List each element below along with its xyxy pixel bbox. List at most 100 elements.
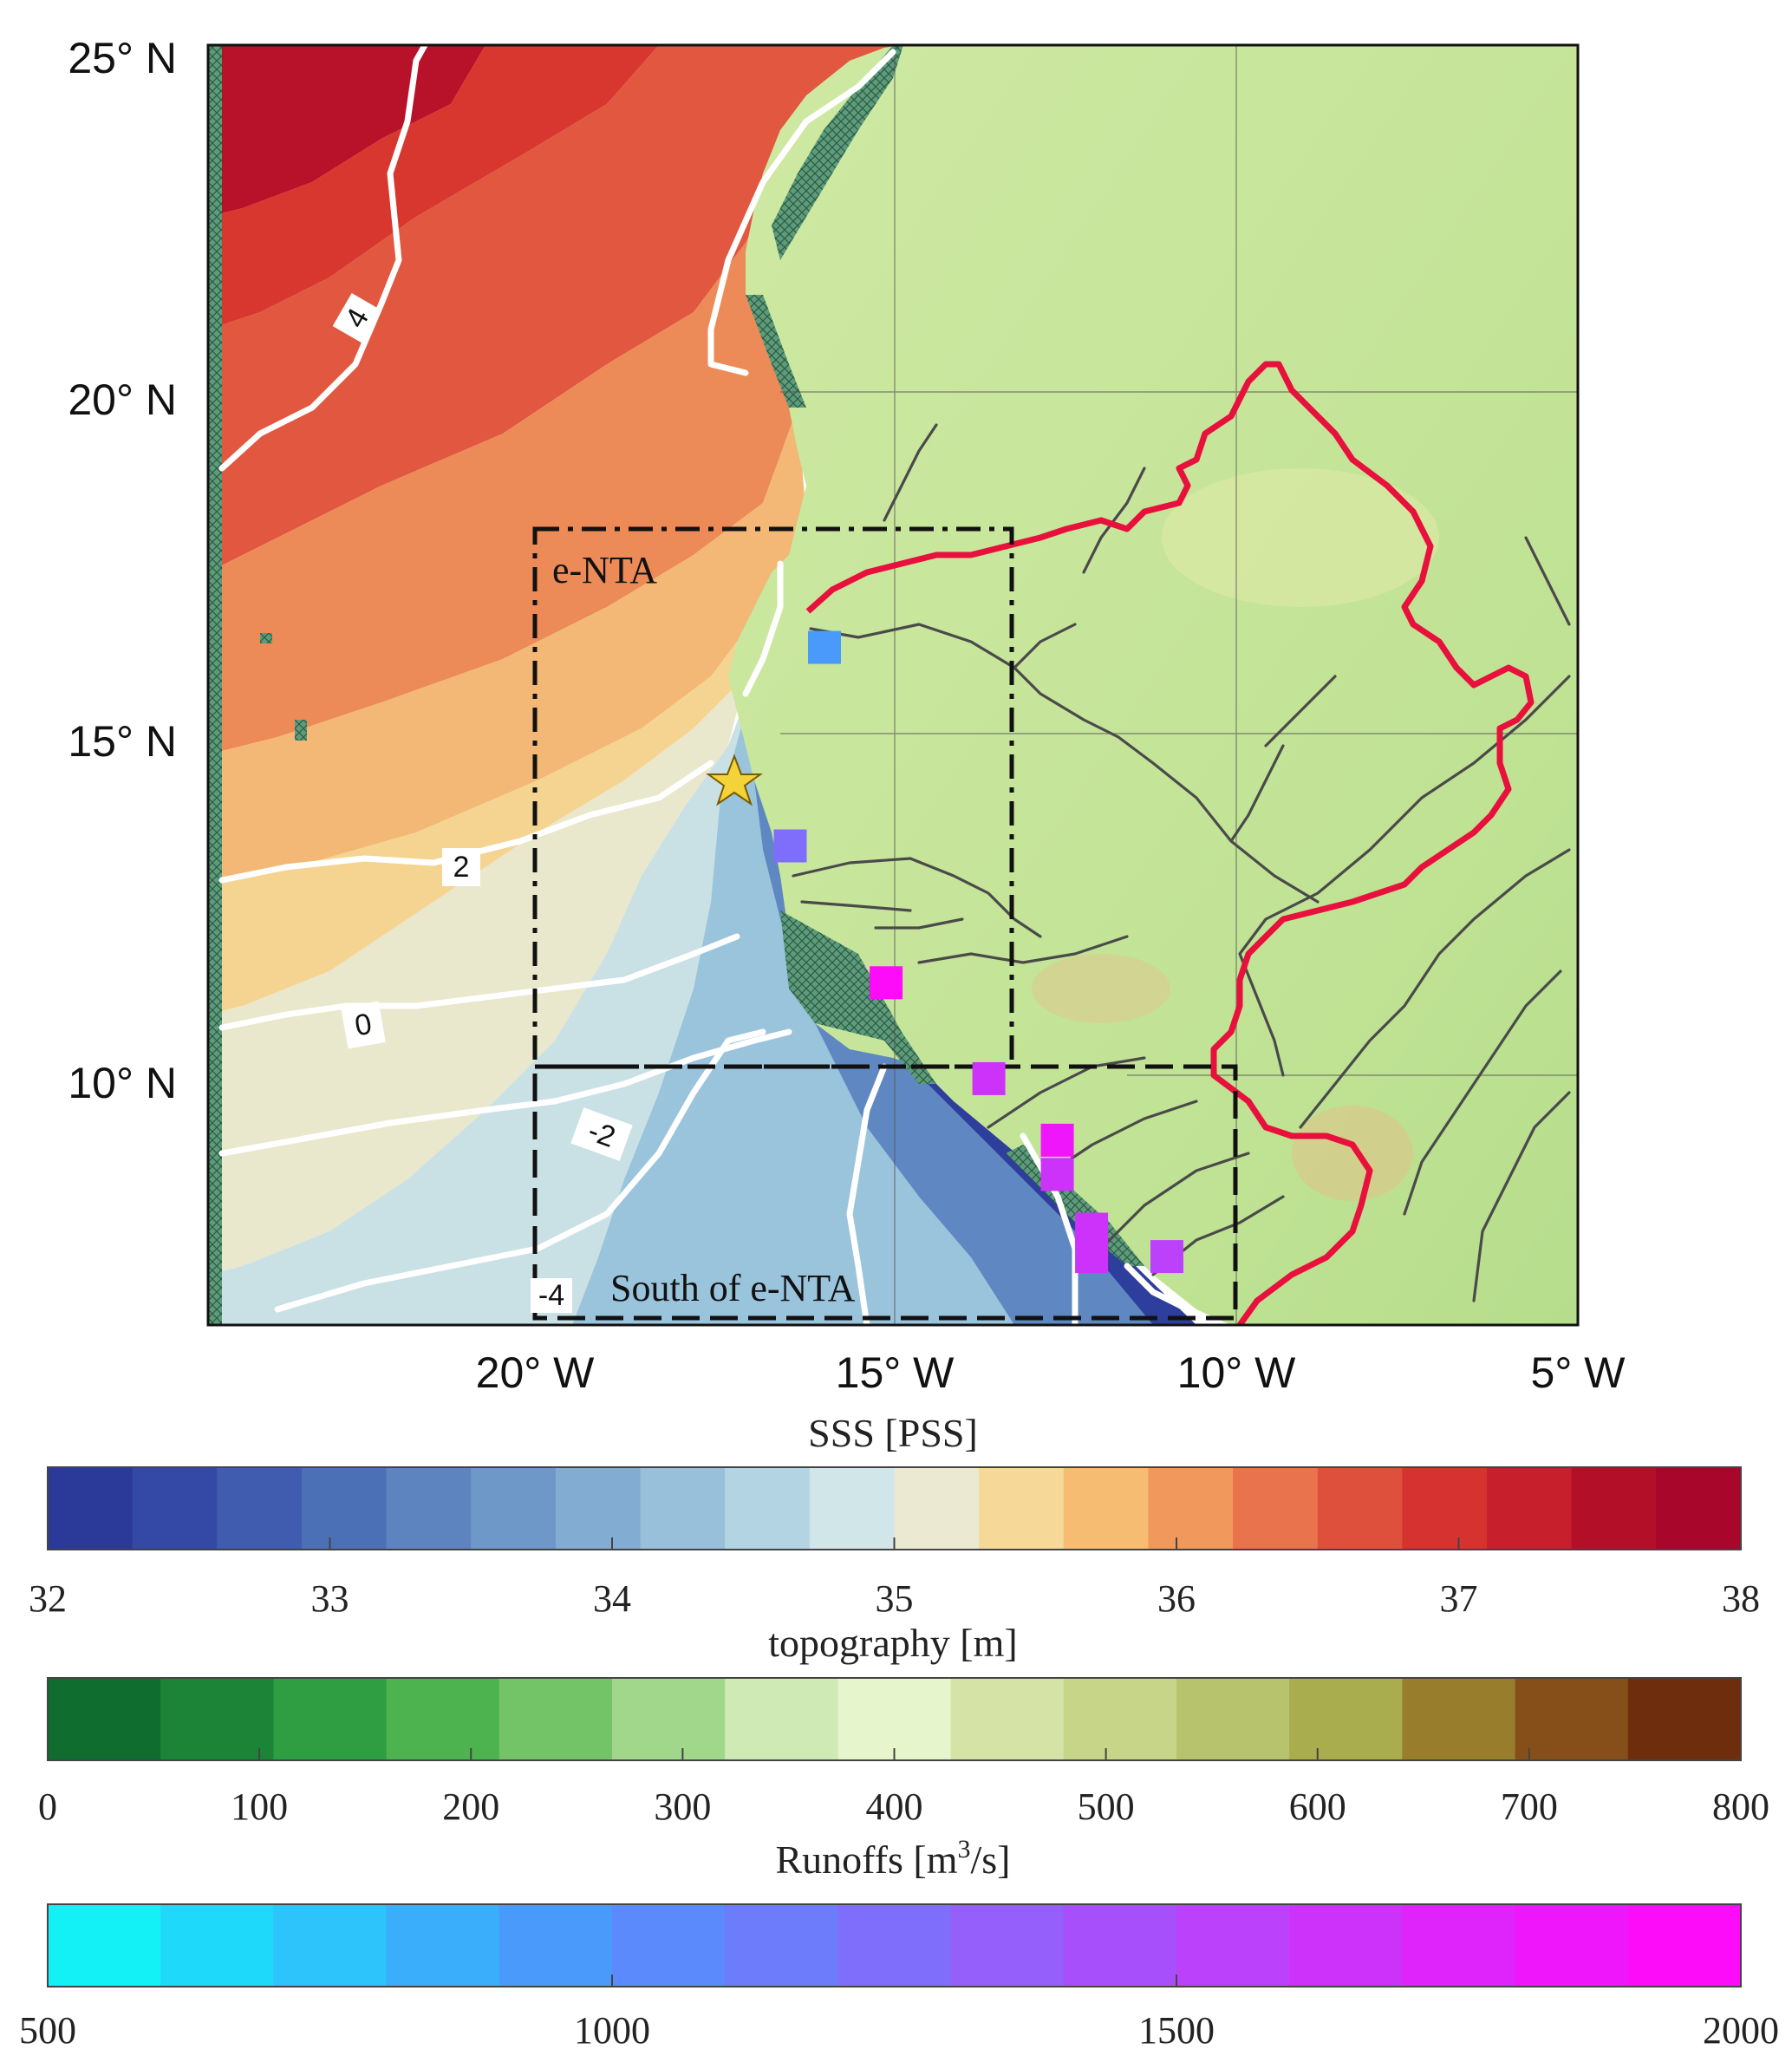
highland-shading: [1032, 468, 1439, 1201]
colorbar-runoffs-swatch: [1402, 1904, 1516, 1987]
colorbar-topography-tick-label: 0: [38, 1785, 57, 1828]
colorbar-sss-swatch: [979, 1467, 1065, 1550]
contour-coastal-south: [846, 1063, 888, 1325]
river-casamance: [800, 900, 912, 912]
lon-label-20w: 20° W: [476, 1348, 596, 1397]
colorbar-runoffs-tick-label: 500: [19, 2009, 76, 2052]
colorbar-topography-title: topography [m]: [768, 1621, 1017, 1665]
svg-text:2: 2: [453, 851, 470, 884]
colorbar-runoffs-ticks: 500 1000 1500 2000: [19, 1974, 1779, 2052]
colorbar-sss-swatch: [809, 1467, 896, 1550]
colorbar-runoffs-swatch: [950, 1904, 1065, 1987]
runoff-marker: [1040, 1123, 1074, 1157]
colorbar-topography-swatch: [1402, 1678, 1516, 1760]
river-coastal-5: [917, 935, 1129, 964]
river-tributary-a: [1299, 848, 1571, 1129]
runoff-marker: [1150, 1240, 1183, 1274]
colorbar-topography-swatches: [48, 1678, 1742, 1760]
map-frame: [206, 43, 1580, 1327]
colorbar-sss-swatch: [1063, 1467, 1150, 1550]
colorbar-topography-swatch: [273, 1678, 388, 1760]
colorbar-topography-tick-label: 500: [1078, 1785, 1135, 1828]
colorbar-runoffs-tick-label: 1000: [574, 2009, 650, 2052]
basin-outline: [805, 361, 1535, 1325]
colorbar-sss-swatch: [1571, 1467, 1657, 1550]
colorbar-runoffs-swatch: [837, 1904, 952, 1987]
colorbar-sss: SSS [PSS] 32 33 34 35 36 37 38: [29, 1411, 1760, 1620]
colorbar-topography-swatch: [499, 1678, 613, 1760]
contour-label-2: 2: [442, 848, 480, 886]
colorbar-topography: topography [m] 0 100 200 300 400 500 600 700 800: [38, 1621, 1769, 1828]
colorbar-sss-swatch: [640, 1467, 726, 1550]
sss-band-36-5: [208, 45, 902, 572]
runoff-marker: [870, 966, 903, 1000]
highland-guinea: [1292, 1106, 1413, 1201]
colorbar-runoffs-swatch: [1289, 1904, 1403, 1987]
sss-band-37: [208, 45, 659, 330]
river-coastal-6: [874, 917, 964, 930]
colorbar-topography-tick-label: 300: [654, 1785, 711, 1828]
sss-contours: [218, 45, 1191, 1325]
contour-label-group: 4 2 0 -2 -4: [332, 292, 633, 1313]
river-north-1: [883, 423, 938, 522]
river-tributary-c: [1472, 1091, 1571, 1302]
river-coastal-3: [1099, 1152, 1250, 1250]
coastal-mask-islet-1: [260, 633, 272, 643]
colorbar-topography-ticks: 0 100 200 300 400 500 600 700 800: [38, 1748, 1769, 1828]
river-tributary-b: [1403, 969, 1562, 1216]
region-label-e-nta: e-NTA: [552, 549, 657, 591]
colorbar-sss-swatch: [471, 1467, 557, 1550]
runoff-markers: [773, 630, 1183, 1274]
colorbar-topography-tick-label: 400: [866, 1785, 923, 1828]
contour-minus-4: [274, 1028, 766, 1313]
runoff-marker: [808, 630, 841, 664]
lat-label-20n: 20° N: [68, 375, 177, 424]
colorbar-sss-ticks: 32 33 34 35 36 37 38: [29, 1537, 1760, 1620]
colorbar-runoffs: Runoffs [m3/s] 500 1000 1500 2000: [19, 1835, 1779, 2052]
highland-north: [1162, 468, 1439, 607]
land-topography: [728, 45, 1578, 1325]
lat-label-25n: 25° N: [68, 34, 177, 82]
river-upper-basin: [1229, 744, 1285, 843]
colorbar-topography-swatch: [1063, 1678, 1177, 1760]
colorbar-sss-swatch: [725, 1467, 811, 1550]
coastal-mask-guinea: [780, 911, 936, 1084]
contour-coastal-mid: [742, 560, 784, 697]
colorbar-topography-swatch: [612, 1678, 726, 1760]
colorbar-topography-tick-label: 600: [1289, 1785, 1346, 1828]
region-label-south-of-e-nta: South of e-NTA: [610, 1267, 856, 1309]
west-edge-mask: [208, 45, 222, 1325]
map-panel: [208, 45, 1578, 1325]
colorbar-sss-swatch: [301, 1467, 388, 1550]
colorbar-sss-swatch: [1402, 1467, 1488, 1550]
colorbar-topography-swatch: [1515, 1678, 1629, 1760]
colorbar-sss-swatch: [1656, 1467, 1742, 1550]
contour-label-minus-2: -2: [570, 1107, 633, 1161]
coastal-mask-islet-2: [295, 720, 307, 741]
sss-band-36: [208, 173, 806, 754]
contour-minus-2: [218, 1028, 792, 1157]
colorbar-sss-tick-label: 35: [876, 1577, 914, 1620]
colorbar-runoffs-tick-label: 1500: [1138, 2009, 1215, 2052]
contour-4: [218, 45, 428, 472]
runoff-marker: [773, 829, 807, 863]
colorbar-sss-swatch: [386, 1467, 472, 1550]
colorbar-runoffs-tick-label: 2000: [1703, 2009, 1779, 2052]
colorbar-runoffs-swatch: [612, 1904, 726, 1987]
colorbar-topography-tick-label: 700: [1501, 1785, 1558, 1828]
colorbar-topography-swatch: [1289, 1678, 1403, 1760]
colorbar-sss-swatch: [48, 1467, 134, 1550]
colorbar-runoffs-swatch: [1515, 1904, 1629, 1987]
sss-band-35: [208, 676, 746, 1275]
colorbar-runoffs-swatch: [160, 1904, 274, 1987]
longitude-labels: 20° W 15° W 10° W 5° W: [476, 1348, 1626, 1397]
colorbar-runoffs-swatch: [1063, 1904, 1177, 1987]
colorbar-topography-tick-label: 800: [1712, 1785, 1769, 1828]
colorbar-runoffs-swatch: [48, 1904, 161, 1987]
colorbar-sss-tick-label: 33: [311, 1577, 349, 1620]
contour-label-0: 0: [341, 1001, 386, 1049]
colorbar-runoffs-swatch: [1627, 1904, 1742, 1987]
colorbar-sss-swatch: [1148, 1467, 1234, 1550]
river-niger-upper: [1238, 675, 1571, 1077]
lat-label-15n: 15° N: [68, 717, 177, 766]
